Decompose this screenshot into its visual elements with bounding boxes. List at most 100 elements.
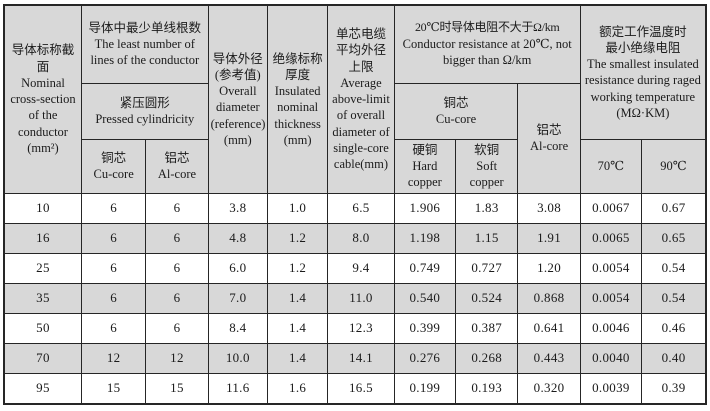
table-row: 95 15 15 11.6 1.6 16.5 0.199 0.193 0.320… <box>3 372 707 404</box>
cell-r70: 0.0039 <box>579 372 643 404</box>
header-temp-70c: 70℃ <box>579 138 643 194</box>
en-label: The smallest insulated resistance during… <box>584 57 701 120</box>
table-row: 50 6 6 8.4 1.4 12.3 0.399 0.387 0.641 0.… <box>3 312 707 344</box>
zh-label: 铝芯 <box>536 122 562 137</box>
table-row: 70 12 12 10.0 1.4 14.1 0.276 0.268 0.443… <box>3 342 707 374</box>
cell-al-res: 1.20 <box>517 252 581 284</box>
cell-r70: 0.0065 <box>579 222 643 254</box>
cell-hard-cu: 1.198 <box>393 222 457 254</box>
cell-hard-cu: 0.399 <box>393 312 457 344</box>
cell-soft-cu: 0.727 <box>455 252 519 284</box>
table-row: 10 6 6 3.8 1.0 6.5 1.906 1.83 3.08 0.006… <box>3 192 707 224</box>
zh-label: 最小绝缘电阻 <box>605 40 681 55</box>
en-label: Al-core <box>157 167 197 181</box>
cell-soft-cu: 0.524 <box>455 282 519 314</box>
cell-soft-cu: 1.15 <box>455 222 519 254</box>
cell-cu-lines: 12 <box>80 342 147 374</box>
zh-label: 20℃时导体电阻不大于Ω/km <box>414 20 560 35</box>
cell-r70: 0.0054 <box>579 282 643 314</box>
cell-hard-cu: 0.749 <box>393 252 457 284</box>
zh-label: 绝缘标称厚度 <box>272 51 323 82</box>
cell-size: 95 <box>3 372 82 404</box>
zh-label: 导体标称截面 <box>11 43 75 74</box>
cell-r90: 0.65 <box>641 222 707 254</box>
cell-cu-lines: 6 <box>80 252 147 284</box>
cell-avg-od: 16.5 <box>327 372 395 404</box>
cell-od: 3.8 <box>207 192 268 224</box>
en-label: Cu-core <box>93 167 134 181</box>
cell-thickness: 1.4 <box>266 312 329 344</box>
cell-al-lines: 6 <box>145 192 209 224</box>
cell-r90: 0.39 <box>641 372 707 404</box>
cell-thickness: 1.2 <box>266 252 329 284</box>
cell-avg-od: 14.1 <box>327 342 395 374</box>
header-al-core-lines: 铝芯 Al-core <box>145 138 209 194</box>
cell-soft-cu: 1.83 <box>455 192 519 224</box>
cell-al-lines: 6 <box>145 282 209 314</box>
zh-label: 紧压圆形 <box>119 95 170 110</box>
cell-thickness: 1.2 <box>266 222 329 254</box>
cell-thickness: 1.4 <box>266 282 329 314</box>
header-soft-copper: 软铜 Soft copper <box>455 138 519 194</box>
header-cu-core-resistance: 铜芯 Cu-core <box>393 82 519 140</box>
en-label: Cu-core <box>435 112 477 126</box>
cell-size: 35 <box>3 282 82 314</box>
zh-label: 导体外径(参考值) <box>212 51 263 82</box>
en-label: The least number of lines of the conduct… <box>90 37 200 68</box>
cell-al-res: 0.868 <box>517 282 581 314</box>
cell-size: 16 <box>3 222 82 254</box>
header-overall-diameter: 导体外径(参考值) Overall diameter (reference) (… <box>207 4 268 194</box>
header-conductor-resistance: 20℃时导体电阻不大于Ω/km Conductor resistance at … <box>393 4 581 84</box>
zh-label: 硬铜 <box>412 142 438 157</box>
cell-od: 11.6 <box>207 372 268 404</box>
cell-od: 8.4 <box>207 312 268 344</box>
cell-r90: 0.40 <box>641 342 707 374</box>
cell-od: 4.8 <box>207 222 268 254</box>
cell-al-res: 0.320 <box>517 372 581 404</box>
cell-avg-od: 9.4 <box>327 252 395 284</box>
cell-r90: 0.46 <box>641 312 707 344</box>
zh-label: 单芯电缆平均外径上限 <box>335 27 386 74</box>
en-label: Al-core <box>529 139 569 153</box>
en-label: Nominal cross-section of the conductor (… <box>10 75 76 155</box>
en-label: Average above-limit of overall diameter … <box>332 75 390 172</box>
header-al-core-resistance: 铝芯 Al-core <box>517 82 581 194</box>
cell-al-lines: 6 <box>145 222 209 254</box>
en-label: Insulated nominal thickness (mm) <box>274 84 321 147</box>
cell-al-res: 0.443 <box>517 342 581 374</box>
cell-r70: 0.0046 <box>579 312 643 344</box>
cell-al-lines: 6 <box>145 312 209 344</box>
cell-al-res: 1.91 <box>517 222 581 254</box>
cell-od: 6.0 <box>207 252 268 284</box>
cell-size: 25 <box>3 252 82 284</box>
zh-label: 额定工作温度时 <box>599 24 687 39</box>
cell-avg-od: 12.3 <box>327 312 395 344</box>
zh-label: 导体中最少单线根数 <box>88 20 202 35</box>
en-label: Overall diameter (reference) (mm) <box>210 84 266 147</box>
cell-cu-lines: 6 <box>80 282 147 314</box>
header-cu-core-lines: 铜芯 Cu-core <box>80 138 147 194</box>
cell-size: 50 <box>3 312 82 344</box>
en-label: Conductor resistance at 20℃, not bigger … <box>402 36 572 68</box>
cell-hard-cu: 0.540 <box>393 282 457 314</box>
en-label: Pressed cylindricity <box>95 112 195 126</box>
cable-spec-table: 导体标称截面 Nominal cross-section of the cond… <box>3 4 707 405</box>
cell-r70: 0.0054 <box>579 252 643 284</box>
cell-r70: 0.0067 <box>579 192 643 224</box>
cell-al-res: 0.641 <box>517 312 581 344</box>
table-header: 导体标称截面 Nominal cross-section of the cond… <box>3 4 707 194</box>
cell-hard-cu: 0.199 <box>393 372 457 404</box>
cell-avg-od: 6.5 <box>327 192 395 224</box>
cell-soft-cu: 0.193 <box>455 372 519 404</box>
zh-label: 铜芯 <box>443 95 469 110</box>
cell-cu-lines: 6 <box>80 192 147 224</box>
cell-al-lines: 6 <box>145 252 209 284</box>
cell-thickness: 1.0 <box>266 192 329 224</box>
header-nominal-cross-section: 导体标称截面 Nominal cross-section of the cond… <box>3 4 82 194</box>
cell-cu-lines: 6 <box>80 312 147 344</box>
header-average-outer-diameter: 单芯电缆平均外径上限 Average above-limit of overal… <box>327 4 395 194</box>
cell-thickness: 1.6 <box>266 372 329 404</box>
header-least-number-of-lines: 导体中最少单线根数 The least number of lines of t… <box>80 4 209 84</box>
cell-hard-cu: 0.276 <box>393 342 457 374</box>
cell-thickness: 1.4 <box>266 342 329 374</box>
